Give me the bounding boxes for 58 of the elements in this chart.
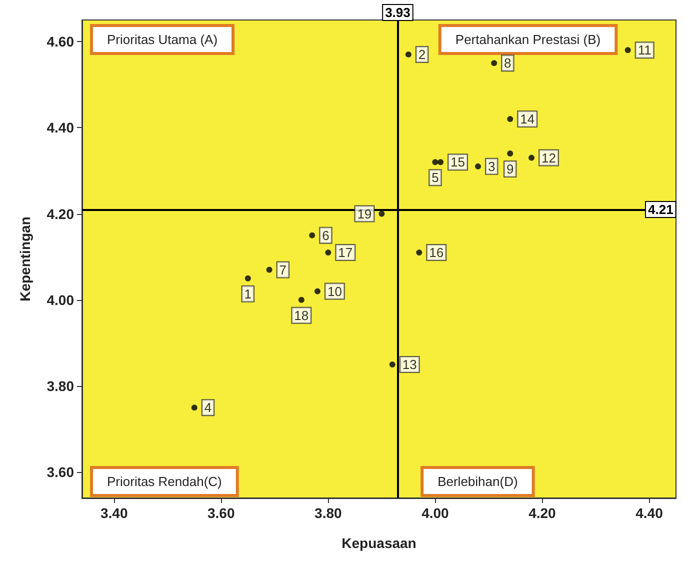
point <box>309 232 316 238</box>
annotation: Pertahankan Prestasi (B) <box>455 32 601 47</box>
annotation: Berlebihan(D) <box>438 474 518 489</box>
y-tick-label: 4.60 <box>46 34 74 50</box>
x-tick-label: 4.20 <box>528 505 556 521</box>
point <box>507 116 514 122</box>
y-axis-title: Kepentingan <box>17 216 33 302</box>
point <box>389 362 396 368</box>
series-label: 19 <box>357 206 372 222</box>
series-label: 2 <box>418 46 426 62</box>
point <box>405 51 412 58</box>
series-label: 17 <box>338 245 353 260</box>
ref-line-label: 4.21 <box>648 202 674 217</box>
point <box>438 159 444 166</box>
point <box>298 296 304 303</box>
series-label: 8 <box>504 56 512 71</box>
series-label: 5 <box>432 170 439 186</box>
y-tick-label: 4.00 <box>46 292 74 308</box>
point <box>491 60 498 66</box>
x-axis-title: Kepuasaan <box>342 535 416 551</box>
point <box>624 47 631 54</box>
point <box>191 404 198 411</box>
annotation: Prioritas Utama (A) <box>107 32 218 47</box>
y-tick-label: 3.60 <box>46 464 74 480</box>
series-label: 1 <box>244 286 252 302</box>
series-label: 10 <box>327 284 342 299</box>
x-tick-label: 3.80 <box>314 505 342 521</box>
series-label: 7 <box>279 262 287 278</box>
point <box>325 250 332 256</box>
point <box>507 150 514 156</box>
point <box>314 288 320 294</box>
y-tick-label: 4.20 <box>46 206 74 222</box>
series-label: 3 <box>488 158 496 174</box>
point <box>528 154 535 161</box>
y-tick-label: 3.80 <box>46 378 74 394</box>
series-label: 16 <box>429 245 444 260</box>
point <box>244 275 251 282</box>
x-tick-label: 4.40 <box>636 505 664 521</box>
point <box>432 159 438 166</box>
series-label: 13 <box>402 357 417 372</box>
point <box>378 210 385 217</box>
y-tick-label: 4.40 <box>46 120 74 136</box>
series-label: 15 <box>450 154 466 170</box>
x-tick-label: 3.60 <box>208 505 235 521</box>
point <box>416 250 422 256</box>
annotation: Prioritas Rendah(C) <box>107 474 222 489</box>
point <box>475 163 481 170</box>
series-label: 14 <box>520 112 535 127</box>
series-label: 12 <box>542 150 556 166</box>
series-label: 18 <box>294 308 309 323</box>
x-tick-label: 4.00 <box>422 505 450 521</box>
x-tick-label: 3.40 <box>100 505 128 521</box>
series-label: 6 <box>322 228 330 243</box>
series-label: 4 <box>204 400 212 416</box>
series-label: 11 <box>638 42 652 58</box>
point <box>266 266 272 273</box>
series-label: 9 <box>506 161 514 176</box>
ref-line-label: 3.93 <box>385 5 410 20</box>
